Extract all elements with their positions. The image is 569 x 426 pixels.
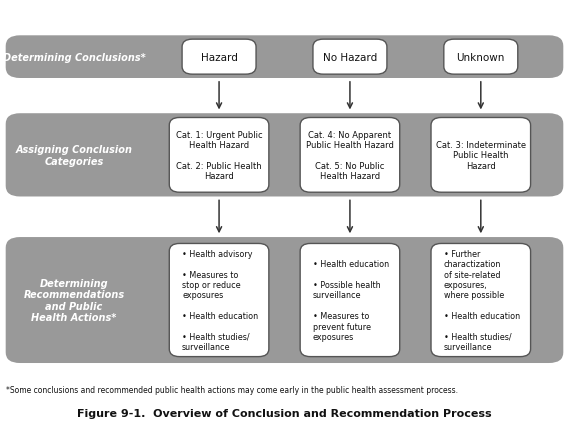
Text: Cat. 4: No Apparent
Public Health Hazard

Cat. 5: No Public
Health Hazard: Cat. 4: No Apparent Public Health Hazard… (306, 130, 394, 181)
Text: Assigning Conclusion
Categories: Assigning Conclusion Categories (15, 145, 133, 166)
FancyBboxPatch shape (182, 40, 256, 75)
FancyBboxPatch shape (300, 118, 399, 193)
FancyBboxPatch shape (431, 244, 530, 357)
Text: Determining
Recommendations
and Public
Health Actions*: Determining Recommendations and Public H… (23, 278, 125, 322)
Text: Cat. 1: Urgent Public
Health Hazard

Cat. 2: Public Health
Hazard: Cat. 1: Urgent Public Health Hazard Cat.… (176, 130, 262, 181)
Text: • Health advisory

• Measures to
stop or reduce
exposures

• Health education

•: • Health advisory • Measures to stop or … (182, 249, 258, 351)
Text: Hazard: Hazard (201, 52, 237, 63)
Text: • Further
charactization
of site-related
exposures,
where possible

• Health edu: • Further charactization of site-related… (444, 249, 520, 351)
FancyBboxPatch shape (170, 118, 269, 193)
Text: Determining Conclusions*: Determining Conclusions* (3, 52, 145, 63)
Text: Figure 9-1.  Overview of Conclusion and Recommendation Process: Figure 9-1. Overview of Conclusion and R… (77, 408, 492, 418)
FancyBboxPatch shape (6, 36, 563, 79)
FancyBboxPatch shape (444, 40, 518, 75)
FancyBboxPatch shape (300, 244, 399, 357)
Text: No Hazard: No Hazard (323, 52, 377, 63)
FancyBboxPatch shape (170, 244, 269, 357)
Text: • Health education

• Possible health
surveillance

• Measures to
prevent future: • Health education • Possible health sur… (313, 259, 389, 341)
FancyBboxPatch shape (6, 237, 563, 363)
Text: *Some conclusions and recommended public health actions may come early in the pu: *Some conclusions and recommended public… (6, 385, 457, 394)
Text: Unknown: Unknown (456, 52, 505, 63)
FancyBboxPatch shape (6, 114, 563, 197)
FancyBboxPatch shape (431, 118, 530, 193)
FancyBboxPatch shape (313, 40, 387, 75)
Text: Cat. 3: Indeterminate
Public Health
Hazard: Cat. 3: Indeterminate Public Health Haza… (436, 141, 526, 170)
